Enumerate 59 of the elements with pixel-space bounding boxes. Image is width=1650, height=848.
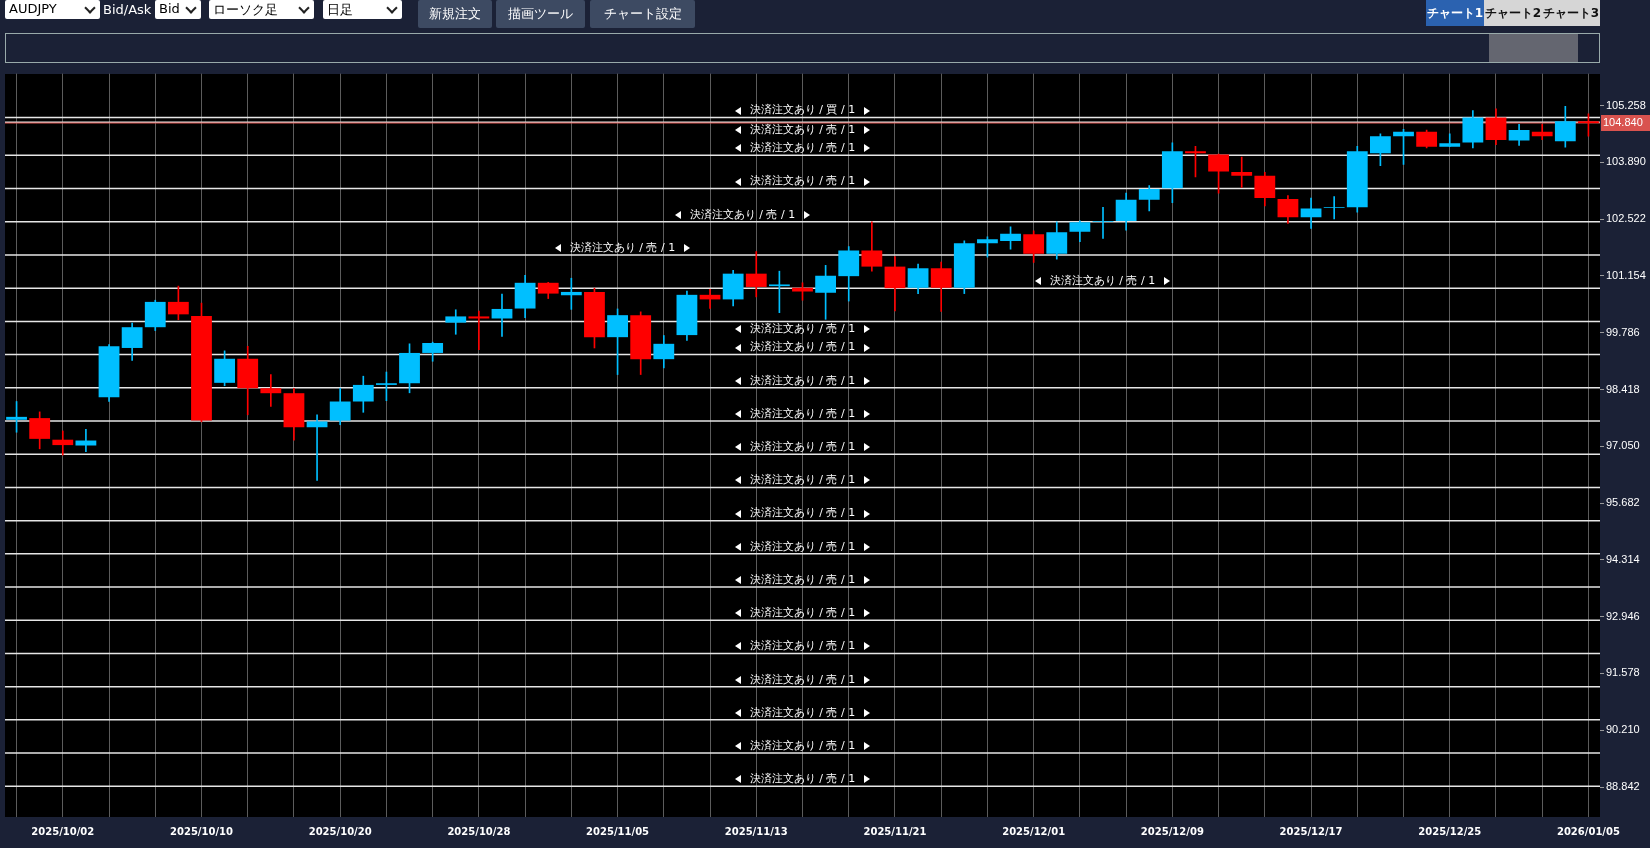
- text: チャート設定: [590, 0, 695, 28]
- text: チャート1: [1426, 0, 1484, 26]
- x-tick-label: 2025/12/01: [1002, 825, 1066, 837]
- ref-line-label: 決済注文あり / 売 / 1: [749, 539, 856, 553]
- ref-line-label: 決済注文あり / 売 / 1: [749, 705, 856, 719]
- x-tick-label: 2026/01/05: [1556, 825, 1620, 837]
- ref-line-label: 決済注文あり / 買 / 1: [749, 103, 856, 117]
- y-tick-label: 95.682: [1606, 496, 1640, 509]
- x-tick-label: 2025/10/10: [170, 825, 234, 837]
- y-tick-label: 103.890: [1606, 155, 1646, 168]
- text: 日足: [327, 2, 353, 17]
- text: チャート2: [1484, 0, 1542, 26]
- y-tick-label: 102.522: [1606, 212, 1646, 225]
- y-tick-label: 105.258: [1606, 98, 1646, 111]
- ref-line-label: 決済注文あり / 売 / 1: [749, 322, 856, 336]
- x-tick-label: 2025/10/02: [31, 825, 95, 837]
- x-tick-label: 2025/12/17: [1279, 825, 1343, 837]
- ref-line-label: 決済注文あり / 売 / 1: [749, 672, 856, 686]
- ref-line-label: 決済注文あり / 売 / 1: [749, 440, 856, 454]
- y-tick-label: 98.418: [1606, 382, 1640, 395]
- ref-line-label: 104.840: [1603, 116, 1643, 129]
- y-tick-label: 97.050: [1606, 439, 1640, 452]
- ref-line-label: 決済注文あり / 売 / 1: [749, 123, 856, 137]
- x-tick-label: 2025/12/09: [1140, 825, 1204, 837]
- text: 描画ツール: [496, 0, 585, 28]
- ref-line-label: 決済注文あり / 売 / 1: [569, 240, 676, 254]
- ref-line-label: 決済注文あり / 売 / 1: [749, 738, 856, 752]
- text: Bid/Ask: [103, 2, 153, 17]
- ref-line-label: 決済注文あり / 売 / 1: [749, 606, 856, 620]
- text: Bid: [159, 1, 180, 16]
- x-tick-label: 2025/11/21: [863, 825, 927, 837]
- ref-line-label: 決済注文あり / 売 / 1: [749, 141, 856, 155]
- ref-line-label: 決済注文あり / 売 / 1: [749, 174, 856, 188]
- ref-line-label: 決済注文あり / 売 / 1: [749, 473, 856, 487]
- x-tick-label: 2025/10/20: [308, 825, 372, 837]
- ref-line-label: 決済注文あり / 売 / 1: [749, 572, 856, 586]
- text: ローソク足: [213, 2, 278, 17]
- ref-line-label: 決済注文あり / 売 / 1: [749, 772, 856, 786]
- chart-title: AUDJPY: [9, 1, 57, 16]
- y-tick-label: 90.210: [1606, 723, 1640, 736]
- ref-line-label: 決済注文あり / 売 / 1: [749, 340, 856, 354]
- text: 新規注文: [418, 0, 492, 28]
- ref-line-label: 決済注文あり / 売 / 1: [1049, 274, 1156, 288]
- y-tick-label: 92.946: [1606, 609, 1640, 622]
- y-tick-label: 91.578: [1606, 666, 1640, 679]
- ref-line-label: 決済注文あり / 売 / 1: [749, 373, 856, 387]
- y-tick-label: 94.314: [1606, 552, 1640, 565]
- y-tick-label: 88.842: [1606, 780, 1640, 793]
- ref-line-label: 決済注文あり / 売 / 1: [689, 207, 796, 221]
- x-tick-label: 2025/11/05: [586, 825, 650, 837]
- x-tick-label: 2025/12/25: [1418, 825, 1482, 837]
- y-tick-label: 101.154: [1606, 269, 1646, 282]
- ref-line-label: 決済注文あり / 売 / 1: [749, 406, 856, 420]
- x-tick-label: 2025/11/13: [724, 825, 788, 837]
- text: チャート3: [1542, 0, 1600, 26]
- x-tick-label: 2025/10/28: [447, 825, 511, 837]
- y-tick-label: 99.786: [1606, 325, 1640, 338]
- ref-line-label: 決済注文あり / 売 / 1: [749, 639, 856, 653]
- ref-line-label: 決済注文あり / 売 / 1: [749, 506, 856, 520]
